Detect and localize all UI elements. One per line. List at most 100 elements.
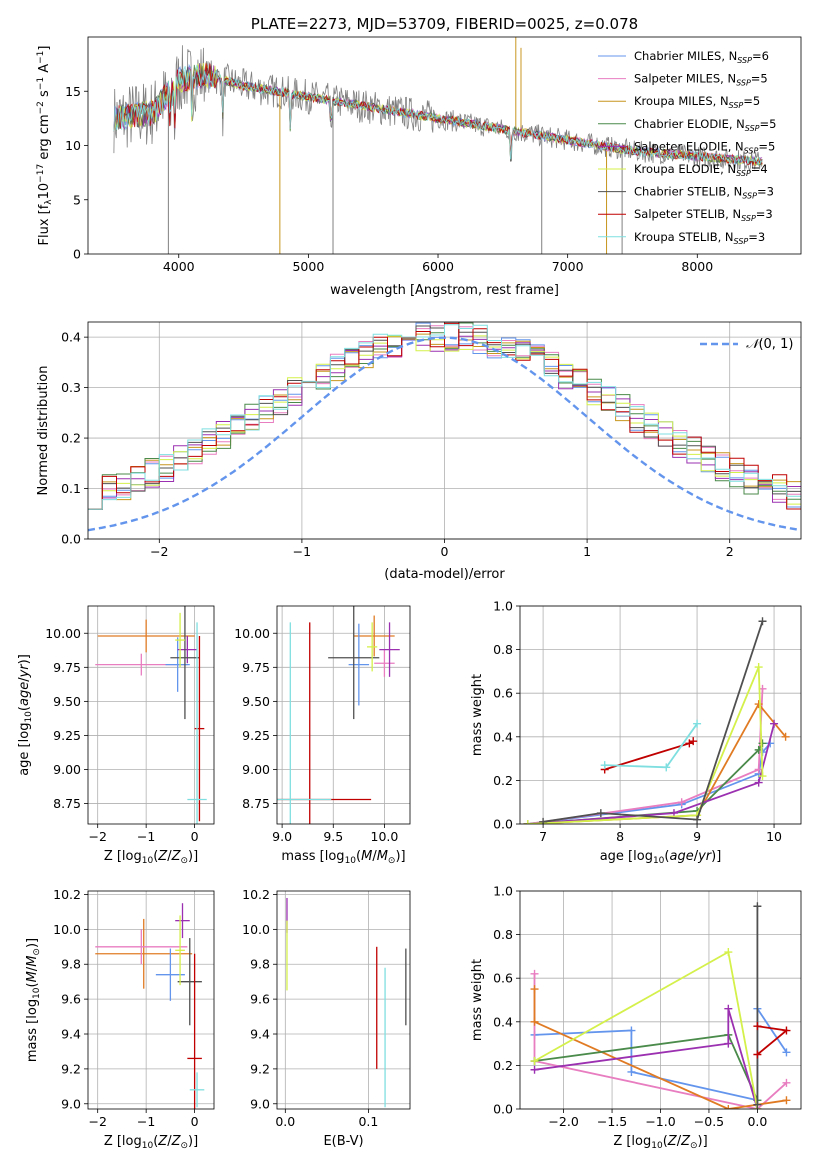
axes-frame bbox=[276, 605, 411, 825]
y-tick-label: 9.4 bbox=[61, 1027, 81, 1042]
mass-weight-marker bbox=[693, 815, 702, 824]
mass-weight-marker bbox=[782, 1078, 791, 1087]
y-tick-label: 8.75 bbox=[242, 796, 270, 811]
plot-area bbox=[95, 606, 207, 824]
y-axis-label: mass weight bbox=[470, 959, 485, 1041]
y-tick-label: 9.8 bbox=[61, 957, 81, 972]
y-tick-label: 9.2 bbox=[250, 1061, 270, 1076]
y-tick-label: 8.75 bbox=[53, 796, 81, 811]
y-tick-label: 10.2 bbox=[242, 887, 270, 902]
mass-weight-line bbox=[534, 1008, 759, 1109]
axes-frame bbox=[519, 605, 802, 825]
plot-area bbox=[95, 903, 205, 1109]
mass-weight-marker bbox=[627, 1067, 636, 1076]
y-tick-label: 9.00 bbox=[53, 762, 81, 777]
legend-entry: Salpeter ELODIE, NSSP=5 bbox=[634, 139, 775, 155]
mass-weight-marker bbox=[782, 1026, 791, 1035]
chart-title: PLATE=2273, MJD=53709, FIBERID=0025, z=0… bbox=[251, 15, 638, 33]
y-tick-label: 0.2 bbox=[493, 1058, 513, 1073]
x-tick-label: −2.0 bbox=[548, 1114, 578, 1129]
x-tick-label: 10.0 bbox=[371, 829, 399, 844]
x-axis-label: Z [log10(Z/Z⊙)] bbox=[613, 1134, 707, 1151]
plot-area bbox=[277, 606, 400, 824]
y-axis-label: mass [log10(M/M⊙)] bbox=[25, 938, 42, 1062]
mass-weight-marker bbox=[781, 732, 790, 741]
weight-vs-metallicity-panel: −2.0 −1.5 −1.0 −0.5 0.0 0.0 0.2 0.4 0.6 0.8 1.0 Z [… bbox=[470, 884, 802, 1151]
mass-weight-marker bbox=[523, 820, 532, 824]
mass-weight-marker bbox=[753, 1100, 762, 1109]
y-tick-label: 0.4 bbox=[61, 330, 81, 345]
x-tick-label: 8 bbox=[616, 829, 624, 844]
x-axis-label: Z [log10(Z/Z⊙)] bbox=[104, 1134, 198, 1151]
mass-weight-marker bbox=[758, 772, 767, 781]
plot-area bbox=[286, 897, 407, 1108]
x-tick-label: −2 bbox=[88, 1114, 106, 1129]
y-tick-label: 9.2 bbox=[61, 1061, 81, 1076]
x-tick-label: 0.0 bbox=[275, 1114, 295, 1129]
y-axis-label: Normed distribution bbox=[36, 366, 51, 496]
residual-histogram bbox=[88, 324, 801, 510]
y-tick-label: 0.4 bbox=[493, 729, 513, 744]
x-tick-label: −0.5 bbox=[694, 1114, 724, 1129]
mass-weight-line bbox=[527, 723, 775, 824]
mass-weight-marker bbox=[724, 948, 733, 957]
x-tick-label: 0 bbox=[191, 1114, 199, 1129]
x-tick-label: 9 bbox=[693, 829, 701, 844]
mass-weight-marker bbox=[530, 1057, 539, 1066]
axes-frame bbox=[87, 321, 802, 540]
y-tick-label: 1.0 bbox=[493, 884, 513, 899]
y-tick-label: 0.2 bbox=[61, 431, 81, 446]
y-tick-label: 10.00 bbox=[45, 626, 81, 641]
y-tick-label: 5 bbox=[73, 192, 81, 207]
mass-weight-marker bbox=[754, 778, 763, 787]
y-axis-label: Flux [fλ10−17 erg cm−2 s−1 A−1] bbox=[36, 46, 54, 246]
y-tick-label: 9.0 bbox=[61, 1096, 81, 1111]
plot-area bbox=[523, 617, 790, 824]
x-tick-label: −1.0 bbox=[645, 1114, 675, 1129]
y-tick-label: 1.0 bbox=[493, 599, 513, 614]
mass-weight-marker bbox=[724, 1004, 733, 1013]
mass-weight-line bbox=[542, 621, 764, 823]
mass-weight-marker bbox=[596, 809, 605, 818]
y-tick-label: 0.2 bbox=[493, 773, 513, 788]
axes-frame bbox=[87, 36, 802, 255]
y-tick-label: 0.6 bbox=[493, 686, 513, 701]
x-tick-label: 2 bbox=[726, 544, 734, 559]
legend-entry: Chabrier MILES, NSSP=6 bbox=[634, 49, 769, 65]
y-tick-label: 9.6 bbox=[250, 992, 270, 1007]
y-axis-label: mass weight bbox=[470, 674, 485, 756]
y-tick-label: 15 bbox=[65, 84, 81, 99]
y-tick-label: 9.4 bbox=[250, 1027, 270, 1042]
plot-area bbox=[530, 902, 791, 1109]
x-axis-label: wavelength [Angstrom, rest frame] bbox=[330, 283, 559, 298]
y-tick-label: 10.00 bbox=[234, 626, 270, 641]
legend-entry: 𝒩(0, 1) bbox=[746, 337, 793, 352]
y-tick-label: 0.1 bbox=[61, 481, 81, 496]
spectrum-panel: 4000 5000 6000 7000 8000 0 5 10 15 PLATE=2273, MJ… bbox=[36, 15, 802, 298]
mass-weight-marker bbox=[782, 1048, 791, 1057]
axes-frame bbox=[276, 890, 411, 1110]
axes-frame bbox=[519, 890, 802, 1110]
mass-weight-marker bbox=[530, 985, 539, 994]
mass-weight-marker bbox=[724, 1105, 733, 1109]
mass-weight-marker bbox=[530, 1017, 539, 1026]
mass-weight-marker bbox=[753, 1050, 762, 1059]
y-tick-label: 9.75 bbox=[242, 660, 270, 675]
x-tick-label: 1 bbox=[583, 544, 591, 559]
x-tick-label: 0.1 bbox=[358, 1114, 378, 1129]
x-tick-label: 9.0 bbox=[272, 829, 292, 844]
weight-vs-age-panel: 7 8 9 10 0.0 0.2 0.4 0.6 0.8 1.0 age [log10(age/yr… bbox=[470, 599, 802, 866]
y-tick-label: 0.0 bbox=[61, 532, 81, 547]
x-tick-label: 9.5 bbox=[323, 829, 343, 844]
y-axis-label: age [log10(age/yr)] bbox=[17, 654, 34, 776]
axes-frame bbox=[87, 890, 215, 1110]
y-tick-label: 9.75 bbox=[53, 660, 81, 675]
x-tick-label: −1 bbox=[293, 544, 311, 559]
legend-entry: Salpeter STELIB, NSSP=3 bbox=[634, 207, 773, 223]
x-tick-label: 7000 bbox=[552, 259, 584, 274]
x-tick-label: 0.0 bbox=[747, 1114, 767, 1129]
y-tick-label: 9.6 bbox=[61, 992, 81, 1007]
y-tick-label: 9.25 bbox=[242, 728, 270, 743]
y-tick-label: 9.0 bbox=[250, 1096, 270, 1111]
y-tick-label: 9.50 bbox=[53, 694, 81, 709]
